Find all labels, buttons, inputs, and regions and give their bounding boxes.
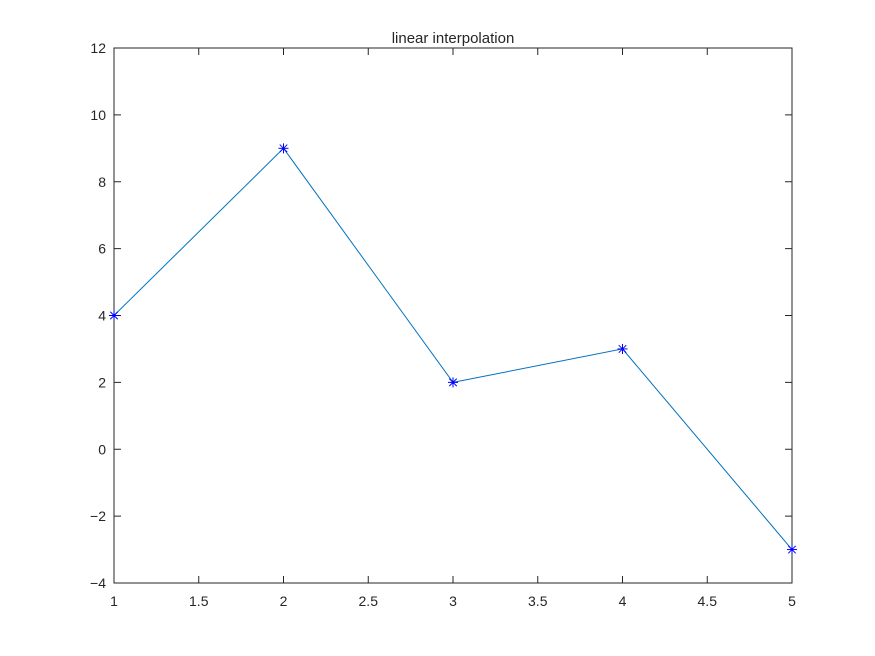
x-tick-label: 1.5 [189, 593, 209, 609]
x-tick-label: 3 [449, 593, 457, 609]
y-tick-label: 12 [90, 40, 106, 56]
x-tick-label: 2.5 [359, 593, 379, 609]
x-tick-label: 5 [788, 593, 796, 609]
plot-area: 1 1.5 2 2.5 3 3.5 4 4.5 5 −4 −2 0 2 4 6 8 10 12 [90, 40, 797, 609]
data-point-marker [617, 343, 628, 354]
data-point-marker [109, 310, 119, 321]
y-tick-label: 6 [98, 241, 106, 257]
data-point-marker [278, 143, 289, 154]
y-tick-label: 10 [90, 107, 106, 123]
data-point-marker [787, 544, 797, 555]
x-tick-label: 3.5 [528, 593, 548, 609]
y-tick-label: −2 [90, 508, 106, 524]
y-tick-label: 8 [98, 174, 106, 190]
y-tick-label: 4 [98, 308, 106, 324]
data-point-marker [448, 377, 458, 388]
x-tick-label: 1 [110, 593, 118, 609]
x-tick-label: 4 [619, 593, 627, 609]
axes-box [113, 47, 793, 584]
chart-title: linear interpolation [392, 30, 515, 47]
y-tick-label: 2 [98, 374, 106, 390]
y-tick-label: −4 [90, 575, 106, 591]
x-tick-label: 4.5 [698, 593, 718, 609]
x-tick-label: 2 [280, 593, 288, 609]
y-tick-label: 0 [98, 441, 106, 457]
